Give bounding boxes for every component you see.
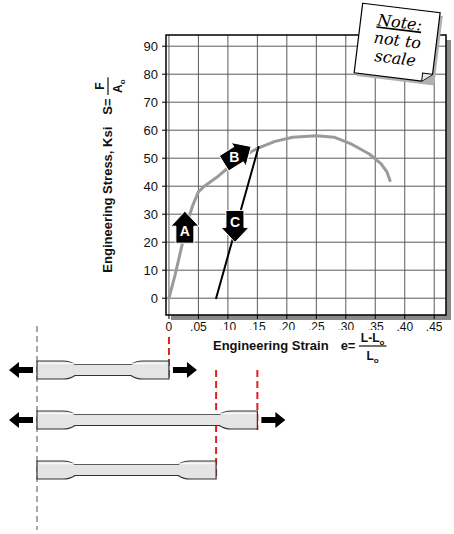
formula-denominator-sub: o bbox=[118, 79, 127, 84]
axis-title: Engineering Strain bbox=[213, 338, 329, 353]
y-grid-line bbox=[166, 186, 446, 187]
x-grid-line bbox=[198, 35, 199, 315]
axis-title: Engineering Stress, Ksi bbox=[100, 127, 115, 273]
specimen bbox=[37, 411, 257, 429]
annotation-arrow bbox=[217, 135, 259, 176]
stress-strain-curve bbox=[169, 136, 390, 298]
load-arrow bbox=[261, 412, 285, 428]
note-text: scale bbox=[374, 46, 417, 70]
specimen bbox=[37, 361, 169, 379]
x-grid-line bbox=[168, 35, 169, 315]
x-tick-label: .45 bbox=[426, 320, 443, 334]
specimen bbox=[37, 461, 216, 479]
y-tick-label: 40 bbox=[144, 179, 158, 194]
x-grid-line bbox=[316, 35, 317, 315]
y-grid-line bbox=[166, 102, 446, 103]
unloading-line bbox=[216, 147, 258, 298]
y-tick-label: 70 bbox=[144, 95, 158, 110]
note-paper bbox=[354, 3, 440, 82]
x-grid-line bbox=[286, 35, 287, 315]
x-axis-title: Engineering Strain e= L-Lo Lo bbox=[210, 330, 390, 366]
y-tick-label: 10 bbox=[144, 263, 158, 278]
y-tick-label: 90 bbox=[144, 39, 158, 54]
y-grid-line bbox=[166, 158, 446, 159]
annotation-label: C bbox=[230, 214, 240, 230]
note-fold bbox=[422, 73, 433, 82]
x-grid-line bbox=[257, 35, 258, 315]
x-grid-line bbox=[345, 35, 346, 315]
fraction-bar bbox=[359, 345, 387, 346]
load-arrow bbox=[9, 362, 33, 378]
formula-numerator: L-Lo bbox=[361, 331, 385, 347]
y-tick-label: 60 bbox=[144, 123, 158, 138]
formula-denominator-sub: o bbox=[374, 356, 379, 365]
annotation-arrow bbox=[171, 211, 199, 243]
y-grid-line bbox=[166, 242, 446, 243]
y-tick-label: 50 bbox=[144, 151, 158, 166]
annotation: C bbox=[221, 210, 249, 242]
y-tick-label: 30 bbox=[144, 207, 158, 222]
annotation-label: B bbox=[229, 149, 239, 165]
specimen-highlight bbox=[39, 413, 255, 415]
y-tick-label: 0 bbox=[151, 291, 158, 306]
annotation-label: A bbox=[180, 223, 190, 239]
annotation: A bbox=[171, 211, 199, 243]
series-group bbox=[169, 136, 390, 298]
y-grid-line bbox=[166, 130, 446, 131]
fraction-bar bbox=[107, 77, 108, 95]
y-grid-line bbox=[166, 214, 446, 215]
y-axis-title: Engineering Stress, Ksi S= F Ao bbox=[93, 77, 127, 272]
annotation-arrow bbox=[221, 210, 249, 242]
y-grid-line bbox=[166, 270, 446, 271]
y-grid-line bbox=[166, 298, 446, 299]
load-arrow bbox=[9, 412, 33, 428]
x-tick-label: .40 bbox=[396, 320, 413, 334]
x-tick-label: 0 bbox=[166, 320, 173, 334]
formula-prefix: e= bbox=[341, 338, 356, 353]
x-tick-label: .05 bbox=[190, 320, 207, 334]
formula-denominator: Lo bbox=[367, 349, 379, 365]
formula-denominator: Ao bbox=[111, 79, 127, 93]
x-grid-line bbox=[227, 35, 228, 315]
specimen-highlight bbox=[39, 363, 167, 365]
annotation: B bbox=[217, 135, 259, 176]
load-arrow bbox=[173, 362, 197, 378]
figure: 0.05.10.15.20.25.30.35.40.45010203040506… bbox=[0, 0, 454, 534]
formula-numerator: F bbox=[93, 83, 107, 90]
x-axis-title-ground bbox=[210, 330, 390, 366]
note: Note:not toscale bbox=[354, 3, 443, 85]
y-tick-label: 20 bbox=[144, 235, 158, 250]
formula-prefix: S= bbox=[100, 98, 115, 115]
specimen-highlight bbox=[39, 463, 214, 465]
y-tick-label: 80 bbox=[144, 67, 158, 82]
